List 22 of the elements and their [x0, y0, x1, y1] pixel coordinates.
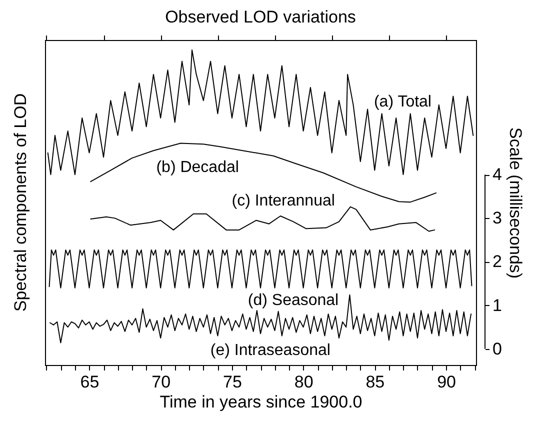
y-tick-label: 3: [492, 208, 502, 228]
y-tick-label: 1: [492, 296, 502, 315]
line-series: [49, 294, 472, 344]
x-tick-label: 90: [437, 372, 456, 392]
line-series: [48, 249, 472, 288]
text: Spectral components of LOD: [11, 93, 30, 312]
x-tick-label: 70: [152, 372, 171, 392]
series-label: (b) Decadal: [156, 159, 239, 176]
series-label: (d) Seasonal: [248, 292, 339, 309]
y-axis-title: Scale (milliseconds): [506, 127, 525, 279]
x-tick-label: 75: [222, 372, 242, 392]
series-label: (c) Interannual: [232, 192, 335, 210]
x-tick-label: 85: [366, 372, 385, 392]
chart-title: Observed LOD variations: [165, 8, 356, 26]
x-axis-title: Time in years since 1900.0: [160, 392, 362, 412]
y-tick-label: 0: [492, 339, 502, 358]
x-tick-label: 80: [294, 372, 314, 392]
x-tick-label: 65: [80, 372, 100, 392]
series-label: (e) Intraseasonal: [210, 342, 330, 359]
y-tick-label: 2: [492, 252, 502, 272]
y-tick-label: 4: [492, 165, 502, 184]
series-label: (a) Total: [374, 94, 432, 111]
